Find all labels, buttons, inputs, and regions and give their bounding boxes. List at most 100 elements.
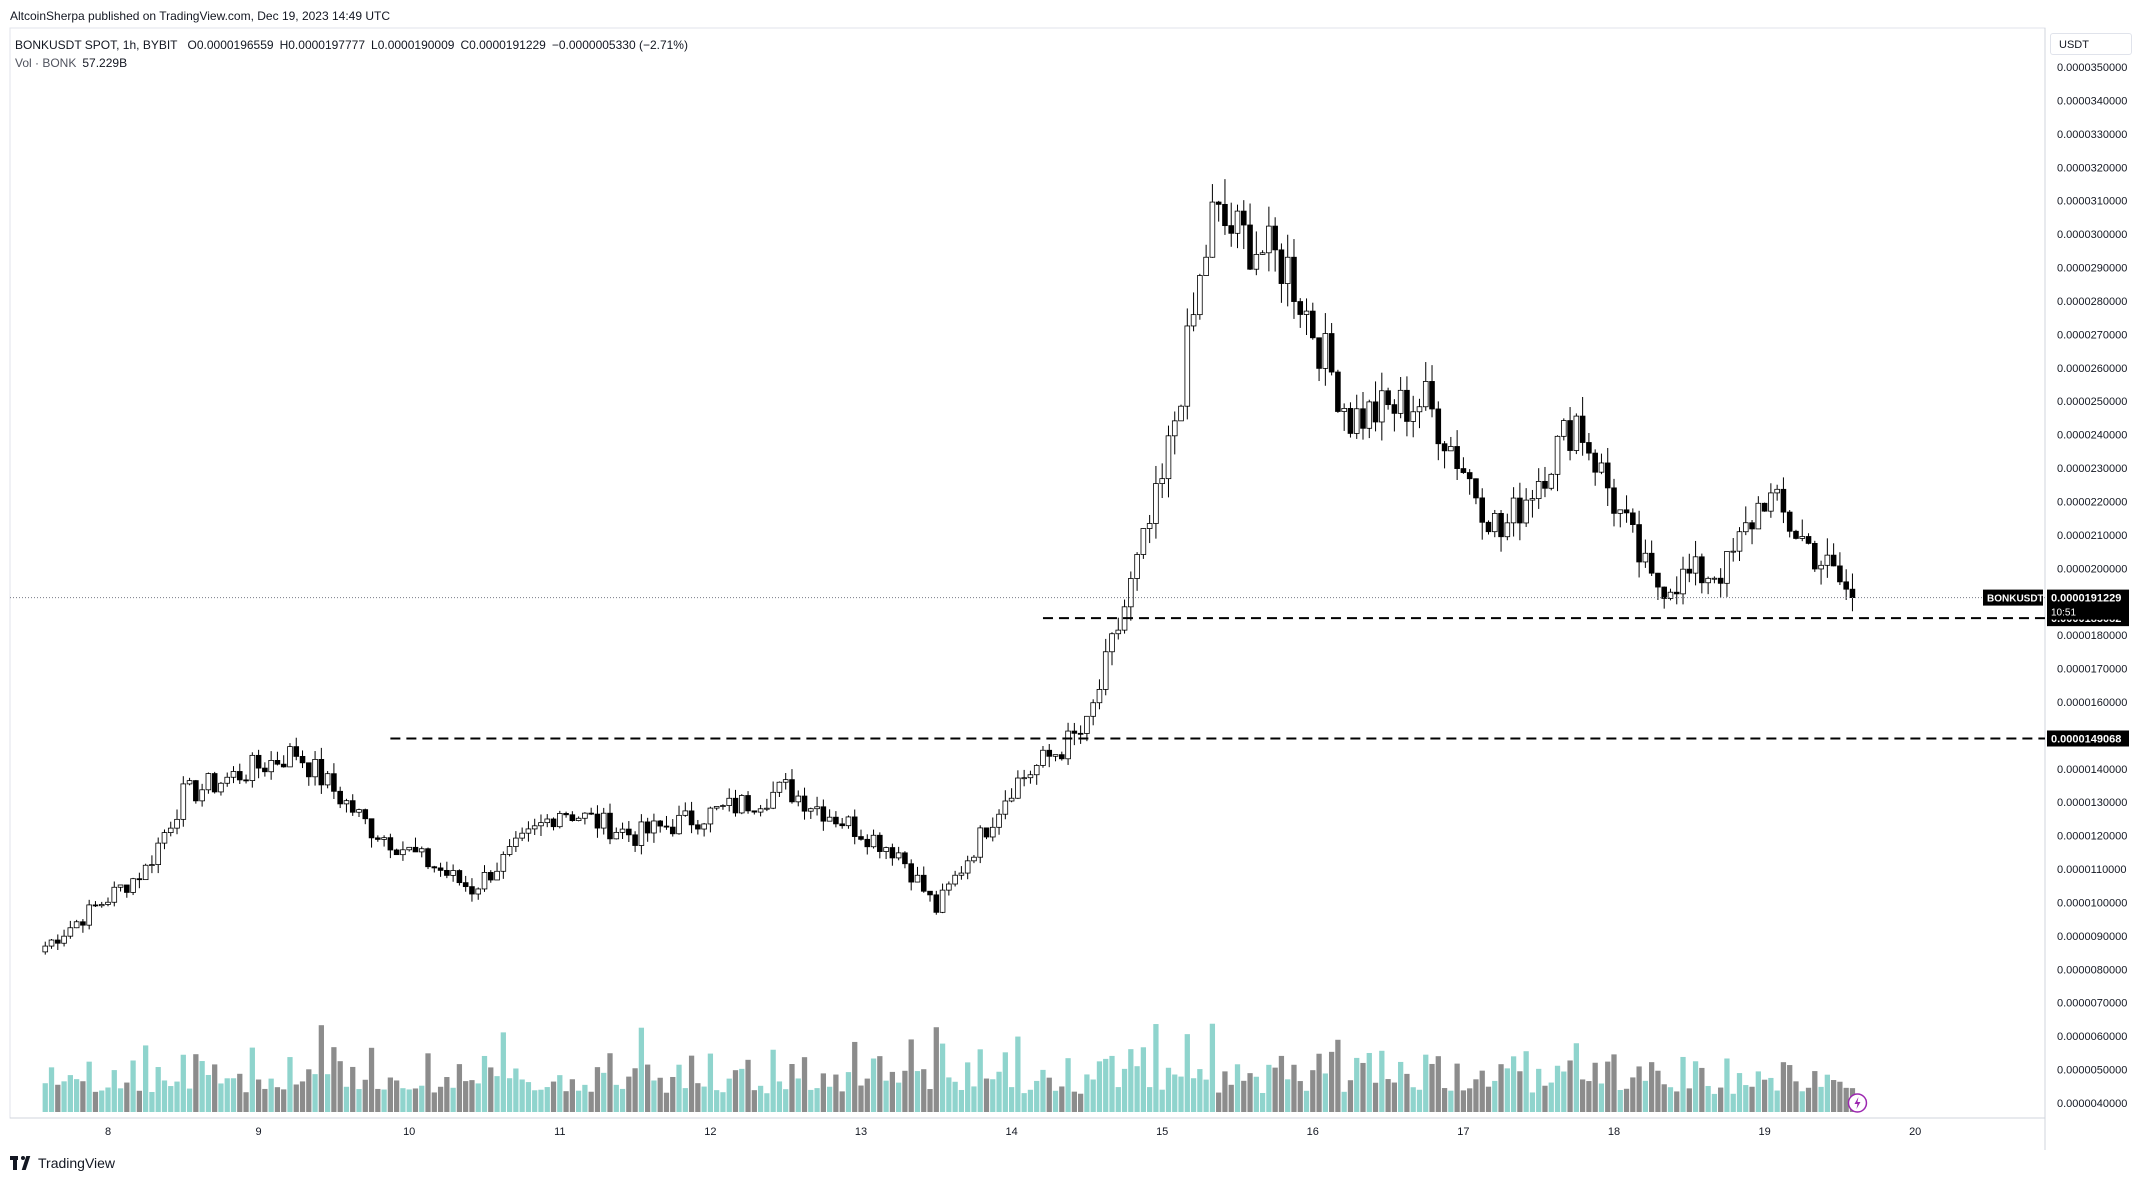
- tradingview-footer[interactable]: TradingView: [10, 1151, 115, 1175]
- candle-up: [1667, 591, 1674, 599]
- price-tick-label: 0.0000350000: [2057, 62, 2127, 74]
- candle-up: [1033, 765, 1040, 776]
- candle-up: [782, 779, 789, 783]
- candle-down: [393, 849, 400, 856]
- candle-up: [952, 874, 958, 885]
- volume-bar: [1052, 1090, 1059, 1112]
- candle-down: [569, 814, 576, 821]
- volume-bar: [594, 1067, 601, 1112]
- volume-bar: [262, 1088, 268, 1112]
- chart-canvas[interactable]: 0.0000350000 0.0000340000 0.0000330000 0.00…: [0, 0, 2145, 1150]
- time-tick-label: 8: [105, 1126, 111, 1138]
- volume-bar: [168, 1086, 174, 1112]
- volume-bar: [1617, 1090, 1623, 1112]
- volume-bar: [155, 1067, 161, 1112]
- time-tick-label: 18: [1608, 1126, 1620, 1138]
- candle-up: [1742, 522, 1749, 533]
- candle-up: [1209, 201, 1216, 258]
- volume-bar: [814, 1088, 820, 1112]
- candle-down: [1347, 408, 1354, 434]
- candle-down: [262, 767, 268, 773]
- volume-bar: [519, 1079, 525, 1112]
- volume-bar: [437, 1086, 444, 1112]
- publisher-line: AltcoinSherpa published on TradingView.c…: [10, 9, 391, 23]
- volume-bar: [1253, 1076, 1259, 1112]
- candle-up: [1190, 314, 1197, 327]
- volume-bar: [1285, 1079, 1291, 1112]
- volume-bar: [174, 1081, 180, 1112]
- candle-up: [381, 837, 387, 840]
- candle-up: [105, 901, 111, 905]
- time-tick-label: 19: [1758, 1126, 1770, 1138]
- candle-down: [1228, 225, 1235, 234]
- price-tick-label: 0.0000210000: [2057, 530, 2127, 542]
- candle-up: [1554, 435, 1561, 475]
- candle-up: [343, 800, 350, 805]
- volume-bar: [575, 1090, 582, 1112]
- volume-bar: [450, 1087, 456, 1112]
- volume-bar: [1291, 1064, 1297, 1112]
- volume-bar: [274, 1087, 281, 1112]
- candle-up: [613, 831, 620, 840]
- time-tick-label: 17: [1457, 1126, 1469, 1138]
- candle-up: [67, 927, 74, 937]
- candle-up: [726, 797, 733, 806]
- volume-bar: [1071, 1091, 1077, 1112]
- volume-bar: [1059, 1086, 1065, 1112]
- volume-bar: [61, 1081, 67, 1112]
- candle-up: [519, 832, 525, 839]
- plot-frame: [9, 27, 2046, 1119]
- volume-bar: [1379, 1050, 1385, 1112]
- volume-bar: [965, 1062, 971, 1112]
- volume-bar: [375, 1088, 381, 1112]
- candle-up: [1008, 797, 1015, 802]
- chart-legend[interactable]: BONKUSDT SPOT, 1h, BYBIT O0.0000196559 H0.…: [15, 36, 694, 72]
- candle-up: [757, 808, 764, 813]
- candle-down: [1542, 481, 1548, 489]
- candle-down: [80, 921, 86, 926]
- candle-up: [1705, 577, 1711, 584]
- volume-bar: [1109, 1055, 1115, 1112]
- volume-bar: [525, 1082, 532, 1112]
- candle-up: [764, 807, 770, 810]
- price-tick-label: 0.0000180000: [2057, 630, 2127, 642]
- candle-down: [1310, 310, 1316, 339]
- volume-bar: [1674, 1091, 1680, 1112]
- price-tick-label: 0.0000230000: [2057, 463, 2127, 475]
- candle-down: [550, 818, 557, 828]
- candle-down: [1466, 472, 1473, 480]
- volume-bar: [1002, 1052, 1008, 1112]
- volume-bar: [739, 1068, 745, 1112]
- candle-down: [927, 890, 933, 896]
- candle-down: [1686, 568, 1693, 574]
- candle-down: [1441, 443, 1448, 452]
- candle-down: [851, 816, 858, 837]
- volume-bar: [243, 1092, 249, 1112]
- currency-button[interactable]: USDT: [2050, 33, 2132, 55]
- candle-up: [475, 888, 482, 895]
- candle-up: [600, 812, 607, 829]
- volume-bar: [387, 1077, 394, 1112]
- volume-bar: [845, 1072, 852, 1112]
- volume-bar: [996, 1071, 1002, 1112]
- volume-bar: [1203, 1079, 1209, 1112]
- candle-down: [299, 756, 306, 764]
- volume-bar: [143, 1045, 149, 1112]
- candle-up: [111, 886, 118, 903]
- volume-bar: [425, 1053, 431, 1112]
- volume-bar: [896, 1082, 902, 1112]
- candle-up: [1040, 749, 1046, 766]
- candle-up: [544, 818, 551, 824]
- candle-down: [255, 754, 262, 769]
- volume-bar: [1429, 1063, 1435, 1112]
- volume-bar: [688, 1055, 695, 1112]
- candle-up: [1015, 777, 1021, 799]
- candle-up: [1824, 554, 1831, 566]
- candle-down: [1291, 256, 1297, 302]
- volume-bar: [1492, 1080, 1498, 1112]
- candle-down: [1059, 754, 1065, 760]
- volume-bar: [1805, 1087, 1812, 1112]
- volume-bar: [1140, 1047, 1147, 1112]
- volume-bar: [676, 1064, 682, 1112]
- volume-bar: [368, 1047, 375, 1112]
